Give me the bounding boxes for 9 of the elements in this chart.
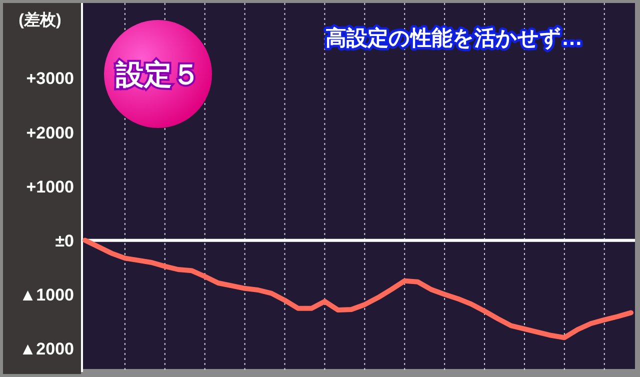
- annotation: 設定５: [115, 59, 200, 90]
- y-tick-label: ±0: [55, 231, 74, 250]
- y-tick-label: +2000: [26, 123, 74, 142]
- y-axis-title: (差枚): [18, 11, 62, 29]
- text: 高設定の性能を活かせず…: [326, 26, 582, 50]
- y-tick-label: +3000: [26, 69, 74, 88]
- y-tick-label: ▲1000: [19, 285, 74, 304]
- y-tick-label: +1000: [26, 177, 74, 196]
- y-tick-label: ▲2000: [19, 339, 74, 358]
